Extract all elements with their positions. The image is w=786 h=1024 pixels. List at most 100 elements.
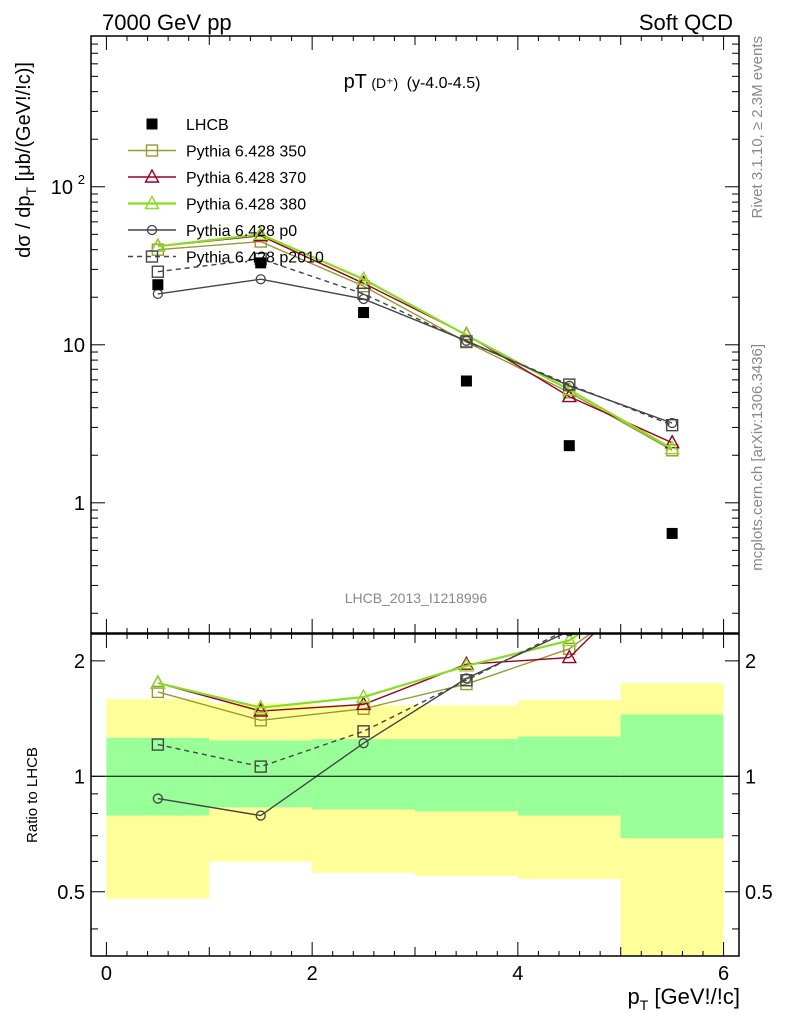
data-point-2 [358, 307, 370, 319]
lower-frame [90, 633, 740, 957]
series-point-lower-2-3 [458, 657, 475, 672]
series-line-lower-2 [157, 634, 581, 709]
legend-marker-3 [144, 195, 160, 210]
series-point-lower-4-5 [667, 508, 678, 519]
xlabel-p: p [627, 984, 639, 1009]
series-point-lower-3-1 [255, 810, 266, 821]
rivet-label: Rivet 3.1.10, ≥ 2.3M events [749, 36, 766, 219]
upper-ytick-label-0: 1 [74, 493, 85, 515]
series-point-upper-4-5 [665, 418, 679, 432]
ylabel-part1: dσ / dp [13, 196, 35, 258]
series-point-upper-2-2 [355, 270, 372, 285]
series-point-upper-4-4 [563, 378, 576, 391]
series-line-lower-0 [157, 634, 591, 721]
series-point-lower-1-1 [253, 702, 269, 717]
series-point-lower-0-1 [254, 714, 267, 727]
legend-label-4: Pythia 6.428 p0 [186, 223, 297, 240]
axis-ticks: 1 10 10 2 0.5 0.5 1 1 2 2 0 2 4 6 [51, 35, 773, 985]
series-point-lower-3-5 [668, 504, 677, 513]
series-point-lower-0-4 [563, 642, 576, 656]
series-point-upper-1-4 [561, 388, 577, 403]
analysis-watermark: LHCB_2013_I1218996 [345, 590, 488, 606]
series-point-upper-2-1 [253, 225, 269, 241]
series-point-lower-2-1 [253, 699, 269, 714]
xtick-label-2: 4 [512, 963, 523, 985]
data-point-3 [460, 375, 472, 387]
ylabel-sub: T [23, 187, 39, 196]
uncertainty-bands [106, 683, 724, 956]
series-line-upper-1 [157, 235, 673, 444]
band-inner-3 [415, 739, 518, 812]
series-point-upper-4-2 [357, 287, 370, 301]
upper-frame [90, 35, 740, 634]
series-line-lower-1 [157, 634, 595, 712]
series-point-lower-2-0 [150, 674, 166, 689]
xlabel-rest: [GeV!/!c] [648, 984, 740, 1009]
series-point-lower-4-1 [254, 760, 267, 773]
data-point-0 [152, 279, 164, 291]
xtick-label-3: 6 [718, 963, 729, 985]
series-point-lower-4-3 [460, 674, 473, 687]
y-axis-label-upper: dσ / dpT [μb/(GeV!/!c)] [13, 62, 39, 258]
legend-marker-5 [145, 250, 159, 263]
legend-marker-4 [146, 224, 158, 236]
series-point-upper-3-1 [255, 274, 266, 285]
title-main: pT [344, 71, 367, 93]
series-point-lower-3-2 [358, 738, 369, 749]
series-point-lower-1-4 [561, 649, 577, 664]
series-line-lower-4 [157, 634, 560, 768]
series-line-upper-2 [157, 233, 673, 450]
legend-label-3: Pythia 6.428 380 [186, 197, 306, 214]
series-point-lower-2-4 [561, 634, 577, 647]
data-point-1 [255, 257, 267, 269]
lower-ytick-label-left-0: 0.5 [57, 882, 85, 904]
x-axis-label: pT [GeV!/!c] [627, 984, 740, 1013]
data-point-4 [563, 440, 575, 452]
legend-marker-0 [146, 118, 158, 130]
data-point-5 [666, 527, 678, 539]
series-point-lower-2-2 [355, 688, 372, 703]
legend-label-1: Pythia 6.428 350 [186, 144, 306, 161]
series-line-upper-3 [157, 278, 673, 424]
series-point-upper-4-3 [460, 335, 473, 348]
upper-ytick-label-1: 10 [63, 335, 85, 357]
lower-ytick-label-right-1: 1 [745, 766, 756, 788]
series-lower [150, 504, 679, 821]
xlabel-sub: T [640, 997, 649, 1013]
series-point-lower-4-0 [151, 738, 165, 751]
title-particle: (D⁺) [371, 75, 398, 91]
legend-marker-1 [145, 144, 159, 157]
xtick-label-0: 0 [101, 963, 112, 985]
series-point-upper-2-5 [664, 440, 680, 455]
series-line-lower-3 [157, 634, 565, 817]
series-point-lower-0-5 [667, 569, 678, 580]
series-point-lower-1-2 [355, 695, 372, 711]
ylabel-part2: [μb/(GeV!/!c)] [13, 62, 35, 187]
title-range: (y-4.0-4.5) [407, 75, 481, 92]
series-point-upper-4-0 [151, 265, 165, 278]
lower-ytick-label-right-2: 2 [745, 651, 756, 673]
series-point-upper-0-5 [665, 444, 679, 457]
mcplots-label: mcplots.cern.ch [arXiv:1306.3436] [749, 344, 766, 571]
band-inner-2 [312, 739, 415, 810]
legend-label-5: Pythia 6.428 p2010 [186, 250, 324, 267]
legend-label-2: Pythia 6.428 370 [186, 170, 306, 187]
series-point-lower-1-3 [458, 655, 475, 670]
series-point-lower-3-4 [564, 634, 574, 637]
plot-title: pT (D⁺) (y-4.0-4.5) [344, 71, 481, 93]
header-right: Soft QCD [639, 10, 733, 35]
series-point-lower-4-2 [357, 725, 370, 738]
series-line-upper-0 [157, 240, 673, 451]
legend-label-0: LHCB [186, 117, 229, 134]
lower-ytick-label-left-1: 1 [74, 766, 85, 788]
legend-marker-2 [144, 168, 160, 183]
upper-ytick-label-2: 10 [51, 177, 73, 199]
upper-ytick-sup-2: 2 [78, 172, 85, 187]
series-point-lower-2-5 [666, 564, 679, 576]
band-inner-1 [209, 740, 313, 808]
header-left: 7000 GeV pp [102, 10, 232, 35]
series-point-lower-3-0 [152, 793, 164, 804]
xtick-label-1: 2 [307, 963, 318, 985]
lower-ytick-label-left-2: 2 [74, 651, 85, 673]
